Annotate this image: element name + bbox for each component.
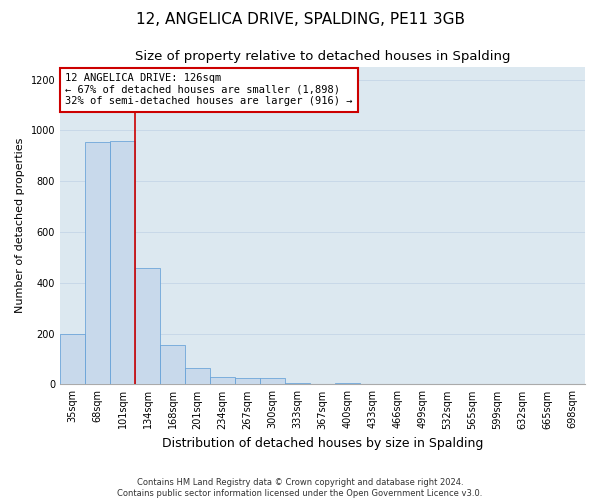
Bar — [335, 383, 360, 384]
Bar — [285, 383, 310, 384]
Bar — [85, 142, 110, 384]
Y-axis label: Number of detached properties: Number of detached properties — [15, 138, 25, 314]
Bar — [135, 268, 160, 384]
Bar — [260, 378, 285, 384]
Bar — [60, 334, 85, 384]
Bar — [185, 368, 210, 384]
Title: Size of property relative to detached houses in Spalding: Size of property relative to detached ho… — [135, 50, 510, 63]
Bar — [110, 140, 135, 384]
Text: 12 ANGELICA DRIVE: 126sqm
← 67% of detached houses are smaller (1,898)
32% of se: 12 ANGELICA DRIVE: 126sqm ← 67% of detac… — [65, 74, 353, 106]
Text: 12, ANGELICA DRIVE, SPALDING, PE11 3GB: 12, ANGELICA DRIVE, SPALDING, PE11 3GB — [136, 12, 464, 28]
Bar — [235, 378, 260, 384]
Bar — [210, 377, 235, 384]
Bar — [160, 345, 185, 385]
X-axis label: Distribution of detached houses by size in Spalding: Distribution of detached houses by size … — [162, 437, 483, 450]
Text: Contains HM Land Registry data © Crown copyright and database right 2024.
Contai: Contains HM Land Registry data © Crown c… — [118, 478, 482, 498]
